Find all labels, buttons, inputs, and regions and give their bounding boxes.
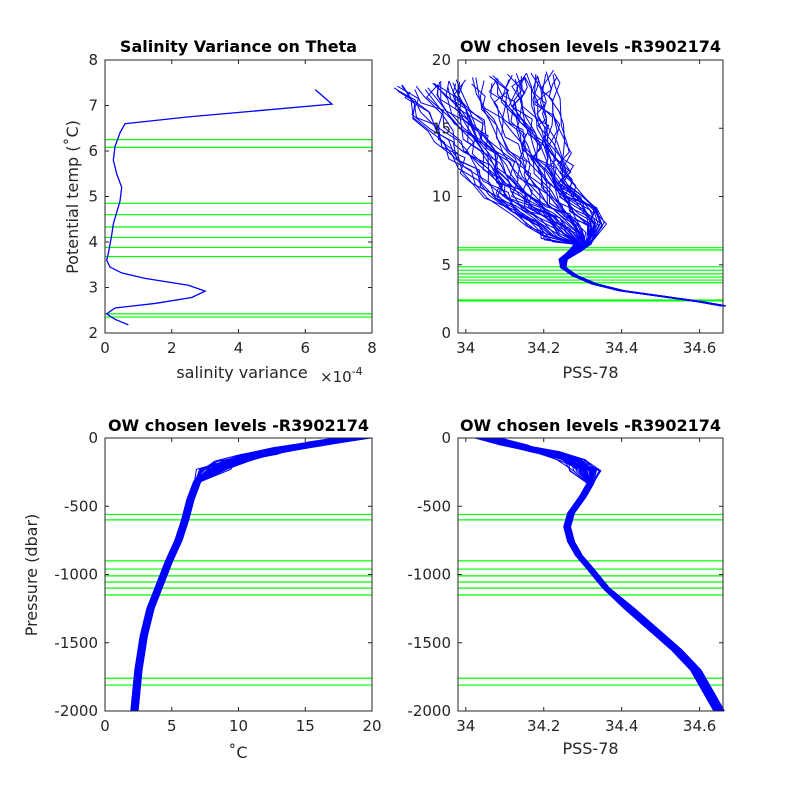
y-tick-label: -2000 — [54, 702, 98, 720]
x-tick-label: 34.2 — [527, 339, 560, 357]
x-tick-label: 2 — [167, 339, 177, 357]
y-tick-label: -1000 — [407, 566, 451, 584]
y-tick-label: 5 — [88, 188, 98, 206]
data-layer-2 — [393, 69, 726, 307]
panel-ow-temp-pressure: 0 5 10 15 20 -2000 -1500 -1000 -500 0 OW chosen l… — [22, 416, 382, 762]
x-exponent-label-1: ×10-4 — [320, 365, 363, 386]
x-tick-label: 0 — [100, 717, 110, 735]
profile-series-line — [136, 437, 357, 712]
x-tick-label: 34.4 — [605, 717, 638, 735]
chart-title-2: OW chosen levels -R3902174 — [460, 37, 721, 56]
y-tick-label: 0 — [441, 429, 451, 447]
profile-series-line — [552, 74, 726, 307]
profile-series-line — [135, 437, 363, 712]
y-tick-label: 15 — [432, 119, 451, 137]
x-tick-label: 15 — [296, 717, 315, 735]
chart-title-1: Salinity Variance on Theta — [120, 37, 357, 56]
data-layer-1 — [105, 89, 372, 326]
y-tick-label: 3 — [88, 279, 98, 297]
x-tick-label: 6 — [300, 339, 310, 357]
profile-series-line — [131, 437, 341, 712]
profile-series-line — [476, 437, 719, 712]
profile-series-line — [482, 437, 723, 712]
x-tick-label: 4 — [234, 339, 244, 357]
x-tick-label: 34 — [456, 339, 475, 357]
x-tick-label: 34.4 — [605, 339, 638, 357]
x-tick-label: 20 — [362, 717, 381, 735]
x-tick-label: 8 — [367, 339, 377, 357]
y-tick-label: -1500 — [54, 634, 98, 652]
y-tick-label: 4 — [88, 233, 98, 251]
y-tick-label: 0 — [88, 429, 98, 447]
panel-ow-salinity-pressure: 34 34.2 34.4 34.6 -2000 -1500 -1000 -500 0 OW ch… — [407, 416, 725, 758]
y-tick-label: -1000 — [54, 566, 98, 584]
profile-series-line — [489, 437, 725, 712]
y-tick-label: -2000 — [407, 702, 451, 720]
y-tick-label: -500 — [417, 497, 451, 515]
x-axis-label-2: PSS-78 — [562, 363, 618, 382]
profile-series-line — [133, 437, 345, 712]
x-axis-label-1: salinity variance — [176, 363, 307, 382]
x-tick-label: 34.6 — [683, 717, 716, 735]
x-exponent-power: -4 — [352, 365, 363, 378]
plot-area-2 — [457, 59, 724, 334]
x-tick-label: 34 — [456, 717, 475, 735]
y-axis-label-1: Potential temp (˚C) — [63, 120, 82, 274]
profile-series-line — [432, 82, 722, 307]
y-tick-label: 0 — [441, 324, 451, 342]
panel-ow-salinity-theta: 34 34.2 34.4 34.6 0 5 10 15 20 OW chosen levels … — [393, 37, 726, 382]
y-tick-label: 10 — [432, 188, 451, 206]
y-tick-label: 8 — [88, 51, 98, 69]
y-tick-label: 5 — [441, 256, 451, 274]
y-tick-label: -500 — [64, 497, 98, 515]
variance-series-line — [105, 89, 334, 326]
x-tick-label: 34.6 — [683, 339, 716, 357]
ticks-3: 0 5 10 15 20 -2000 -1500 -1000 -500 0 — [54, 429, 381, 735]
data-layer-3 — [105, 437, 372, 712]
y-axis-label-3: Pressure (dbar) — [22, 514, 41, 637]
x-axis-label-4: PSS-78 — [562, 739, 618, 758]
y-tick-label: -1500 — [407, 634, 451, 652]
profile-series-line — [478, 437, 716, 712]
y-tick-label: 20 — [432, 51, 451, 69]
plot-area-1 — [104, 59, 373, 334]
chart-title-3: OW chosen levels -R3902174 — [108, 416, 369, 435]
x-tick-label: 5 — [167, 717, 177, 735]
profile-series-line — [132, 437, 340, 712]
y-tick-label: 7 — [88, 97, 98, 115]
plot-area-3 — [104, 437, 373, 712]
chart-title-4: OW chosen levels -R3902174 — [460, 416, 721, 435]
x-tick-label: 10 — [229, 717, 248, 735]
ticks-4: 34 34.2 34.4 34.6 -2000 -1500 -1000 -500 0 — [407, 429, 723, 735]
x-exponent-base: ×10 — [320, 368, 352, 386]
data-layer-4 — [458, 437, 725, 712]
y-tick-label: 2 — [88, 324, 98, 342]
ticks-2: 34 34.2 34.4 34.6 0 5 10 15 20 — [432, 51, 723, 357]
x-tick-label: 0 — [100, 339, 110, 357]
profile-series-line — [485, 437, 720, 712]
y-tick-label: 6 — [88, 142, 98, 160]
x-tick-label: 34.2 — [527, 717, 560, 735]
x-axis-label-3: ˚C — [228, 743, 247, 762]
